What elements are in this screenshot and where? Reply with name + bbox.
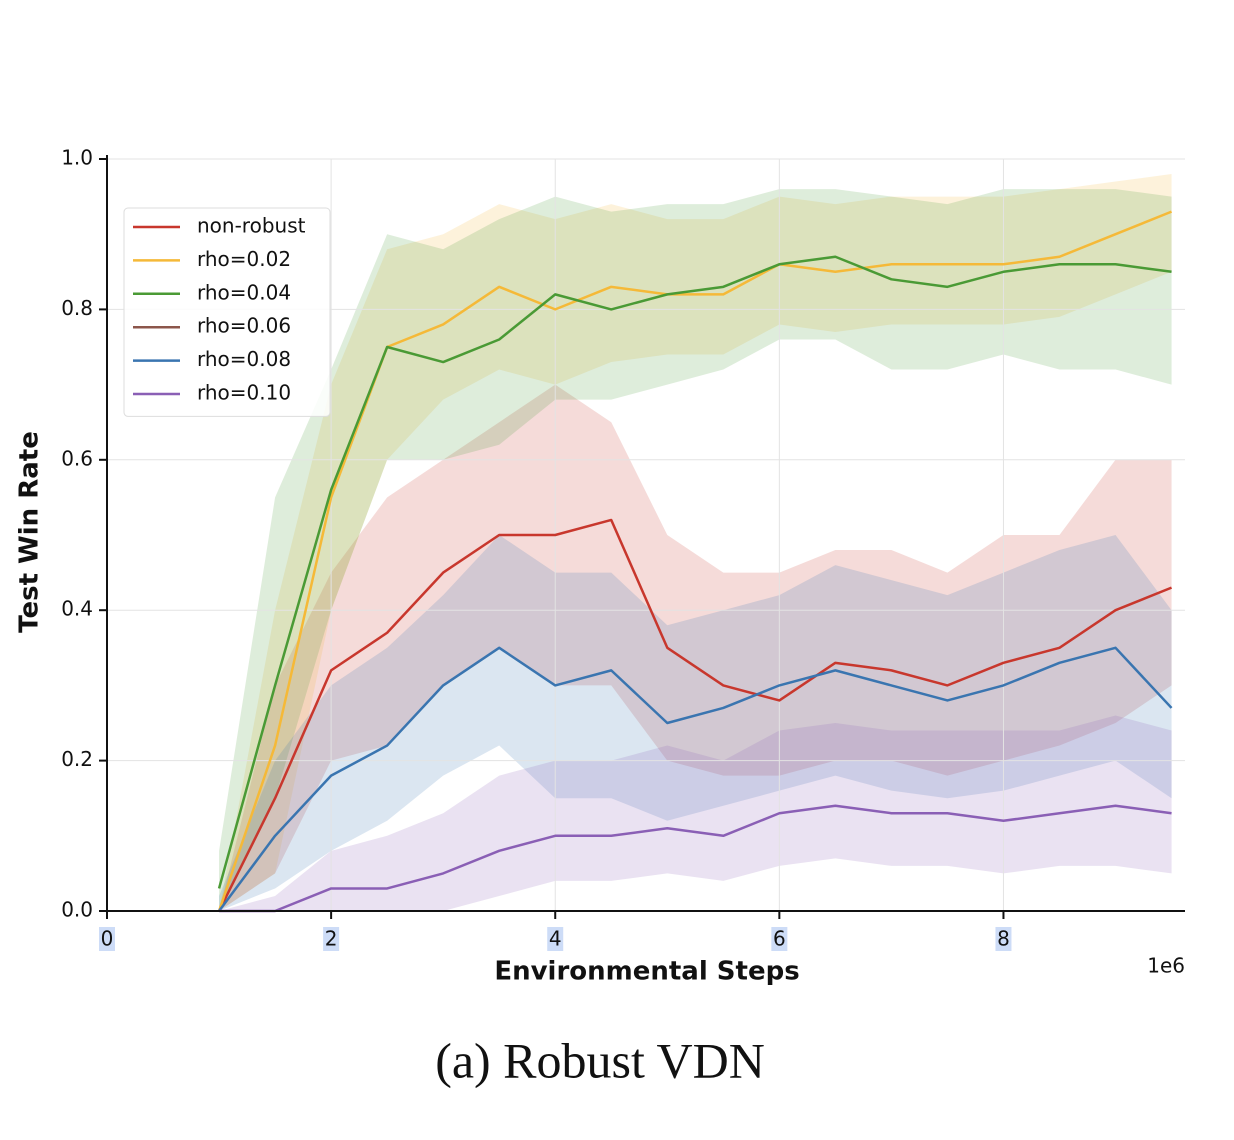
x-tick-label: 0	[101, 927, 114, 951]
bands	[219, 174, 1172, 912]
confidence-band	[219, 384, 1172, 912]
confidence-band	[219, 715, 1172, 911]
legend-label: rho=0.06	[197, 314, 291, 338]
y-axis-label: Test Win Rate	[15, 431, 45, 633]
y-tick-label: 0.0	[61, 898, 93, 922]
legend-label: rho=0.10	[197, 381, 291, 405]
x-offset-label: 1e6	[1147, 954, 1185, 978]
x-axis-label: Environmental Steps	[494, 957, 799, 987]
tick-label-highlight	[323, 927, 340, 951]
confidence-band	[219, 189, 1172, 911]
confidence-band	[219, 535, 1172, 911]
series-line	[218, 646, 1173, 912]
y-tick-label: 0.6	[61, 446, 93, 470]
tick-label-highlight	[547, 927, 564, 951]
legend-label: rho=0.04	[197, 280, 291, 304]
y-tick-label: 0.2	[61, 747, 93, 771]
legend-label: rho=0.02	[197, 247, 291, 271]
lines	[217, 210, 1173, 913]
tick-label-highlight	[995, 927, 1012, 951]
tick-label-highlight	[99, 927, 115, 951]
series-line	[217, 518, 1173, 912]
y-tick-label: 0.4	[61, 597, 93, 621]
tick-label-highlight	[771, 927, 788, 951]
series-line	[219, 804, 1172, 913]
y-tick-label: 1.0	[61, 146, 93, 170]
axes: 0.0 0.2 0.4 0.6 0.8 1.0 0 2 4 6 8	[61, 146, 1185, 951]
x-tick-label: 6	[773, 927, 786, 951]
x-tick-label: 2	[325, 927, 338, 951]
legend: non-robust rho=0.02 rho=0.04 rho=0.06 rho=0.…	[123, 207, 331, 417]
x-tick-label: 8	[997, 927, 1010, 951]
legend-label: rho=0.08	[197, 347, 291, 371]
series-line	[217, 255, 1172, 889]
confidence-band	[219, 174, 1172, 912]
y-tick-label: 0.8	[61, 296, 93, 320]
x-tick-label: 4	[549, 927, 562, 951]
caption: (a) Robust VDN	[435, 1032, 765, 1088]
legend-label: non-robust	[197, 214, 306, 238]
